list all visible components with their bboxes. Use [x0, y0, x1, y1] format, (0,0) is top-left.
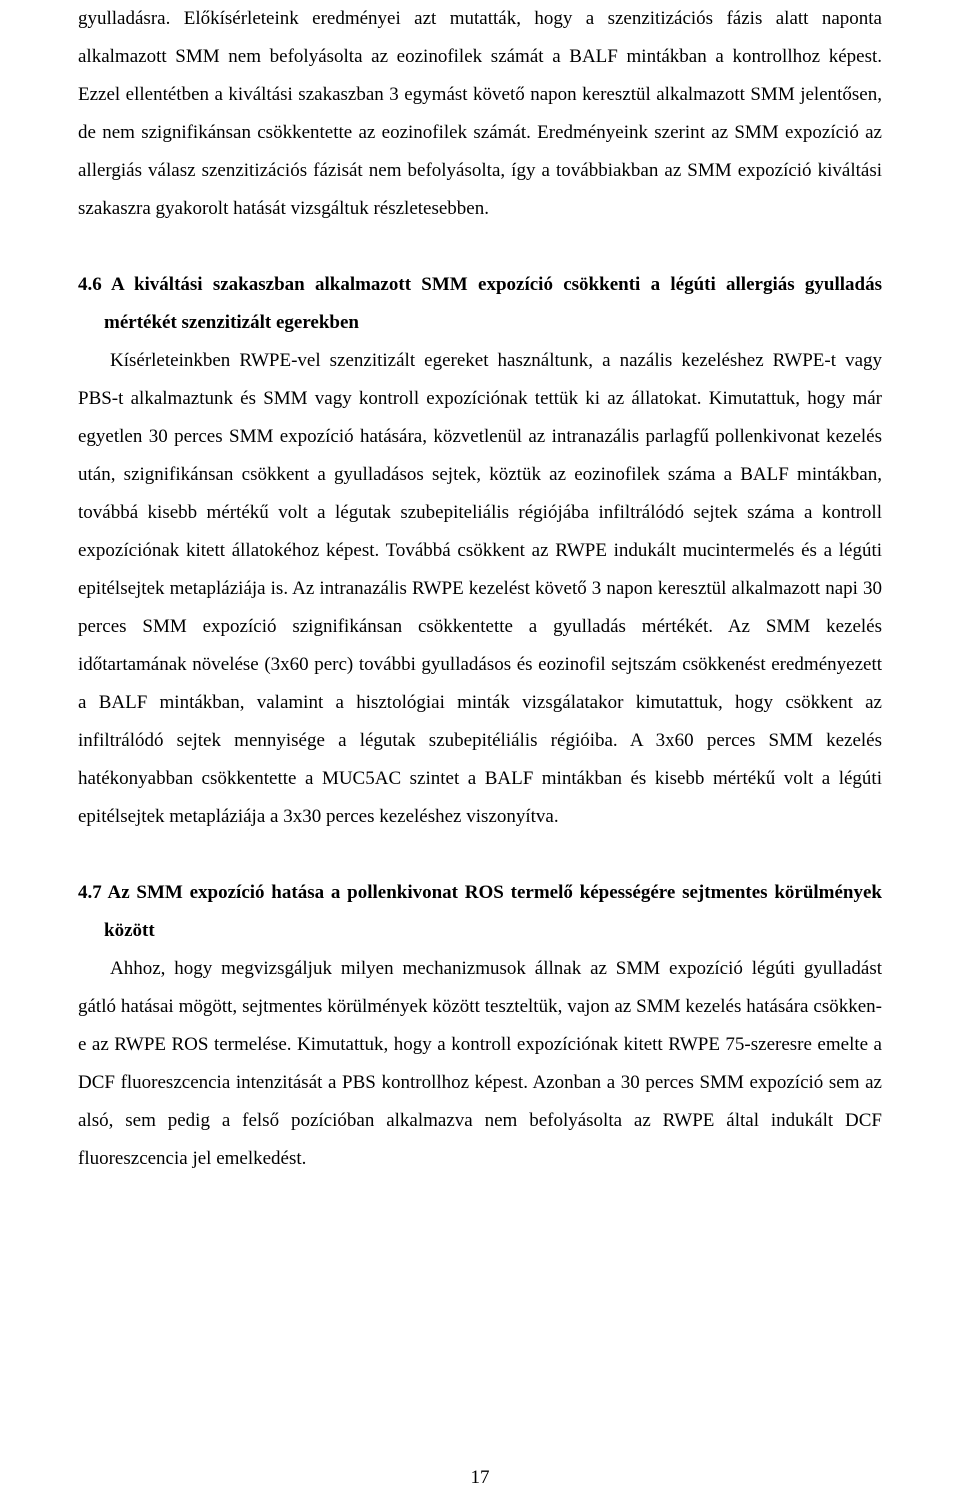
- section-gap: [78, 228, 882, 266]
- section-heading-4-7: 4.7 Az SMM expozíció hatása a pollenkivo…: [78, 874, 882, 950]
- section-gap: [78, 836, 882, 874]
- section-body-4-6: Kísérleteinkben RWPE-vel szenzitizált eg…: [78, 342, 882, 836]
- section-heading-4-6: 4.6 A kiváltási szakaszban alkalmazott S…: [78, 266, 882, 342]
- section-body-4-7: Ahhoz, hogy megvizsgáljuk milyen mechani…: [78, 950, 882, 1178]
- intro-paragraph: gyulladásra. Előkísérleteink eredményei …: [78, 0, 882, 228]
- document-page: gyulladásra. Előkísérleteink eredményei …: [0, 0, 960, 1509]
- page-number: 17: [0, 1467, 960, 1489]
